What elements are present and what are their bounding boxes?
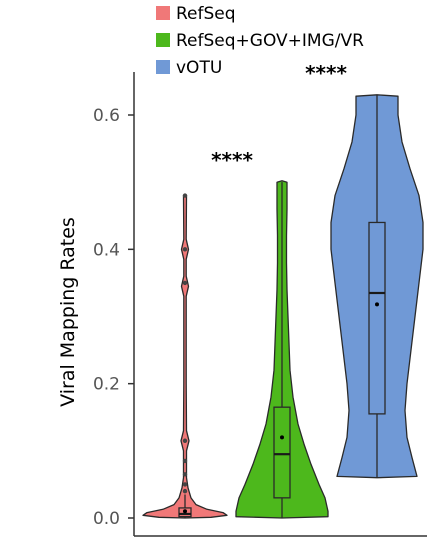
box-iqr	[273, 406, 291, 499]
violin-body	[142, 194, 228, 519]
outlier-point	[182, 482, 188, 487]
box-iqr	[368, 221, 386, 415]
violins	[142, 94, 424, 519]
legend-item-refseq-gov-img-vr: RefSeq+GOV+IMG/VR	[156, 31, 364, 51]
violin-refseq-gov-img-vr	[235, 180, 329, 519]
outlier-point	[182, 438, 188, 443]
legend: RefSeq RefSeq+GOV+IMG/VR vOTU	[156, 4, 364, 78]
violin-refseq	[142, 193, 228, 519]
significance-marks: **** ****	[211, 61, 347, 172]
legend-label-refseq: RefSeq	[176, 4, 236, 24]
outlier-point	[182, 458, 188, 464]
y-tick-label: 0.2	[93, 375, 120, 395]
y-axis-title: Viral Mapping Rates	[57, 217, 79, 407]
legend-swatch-votu	[156, 60, 170, 74]
mean-point	[280, 435, 284, 440]
y-tick-label: 0.6	[93, 106, 120, 126]
outlier-point	[182, 247, 188, 252]
outlier-point	[182, 193, 188, 198]
violin-body	[330, 94, 424, 479]
outlier-point	[182, 488, 188, 494]
y-tick-label: 0.0	[93, 509, 120, 529]
y-tick-label: 0.4	[93, 240, 120, 260]
legend-swatch-refseq	[156, 6, 170, 20]
legend-item-refseq: RefSeq	[156, 4, 236, 24]
violin-votu	[330, 94, 424, 479]
significance-votu: ****	[305, 61, 347, 85]
legend-label-refseq-gov-img-vr: RefSeq+GOV+IMG/VR	[176, 31, 364, 51]
legend-item-votu: vOTU	[156, 58, 222, 78]
significance-refseq-gov-img-vr: ****	[211, 148, 253, 172]
outlier-point	[182, 472, 188, 477]
legend-swatch-refseq-gov-img-vr	[156, 33, 170, 47]
y-ticks: 0.0 0.2 0.4 0.6	[93, 106, 134, 529]
box-iqr	[178, 507, 192, 518]
mean-point	[375, 302, 379, 307]
outlier-point	[182, 280, 188, 286]
legend-label-votu: vOTU	[176, 58, 222, 78]
mean-point	[183, 509, 187, 514]
